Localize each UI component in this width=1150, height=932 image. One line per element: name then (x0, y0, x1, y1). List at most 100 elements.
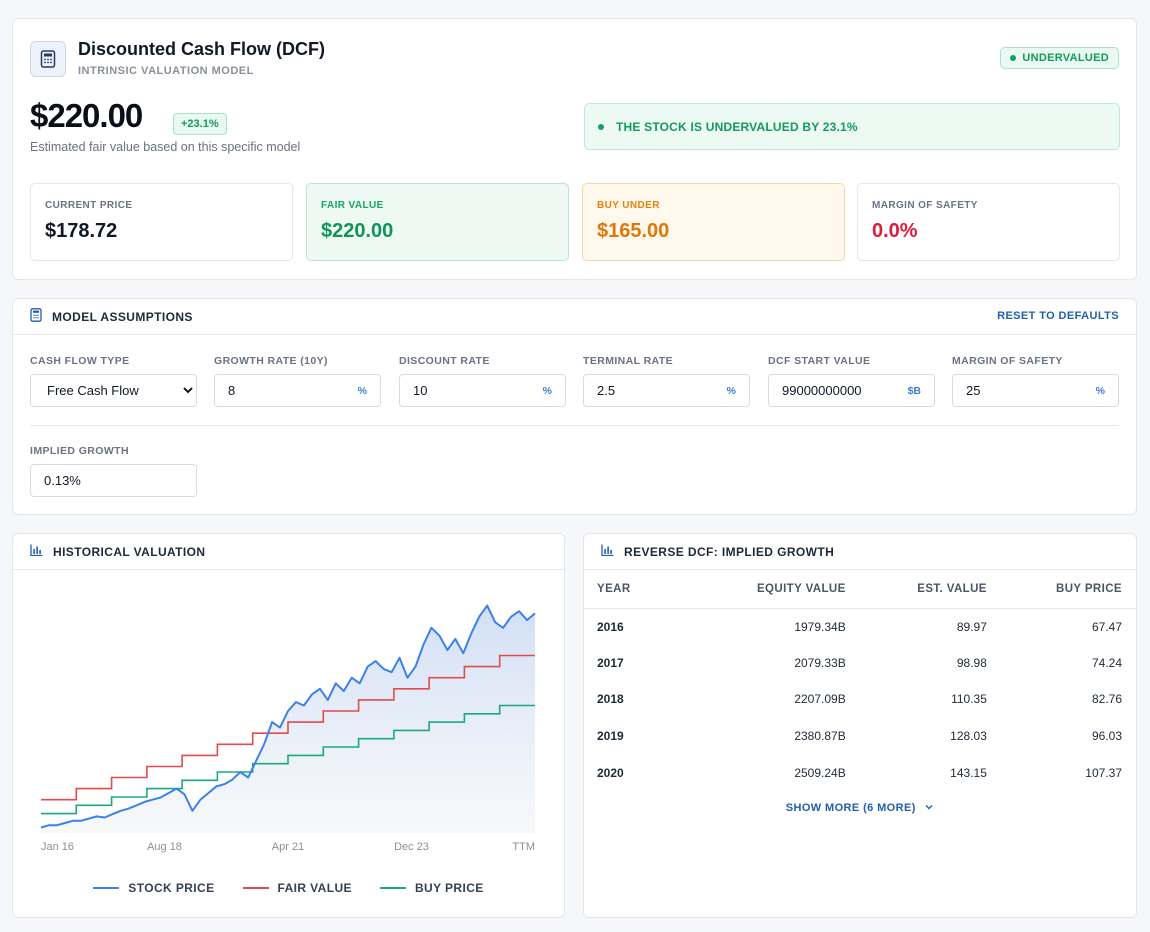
implied-growth-value: 0.13% (30, 464, 197, 497)
section-divider (30, 425, 1119, 426)
stock-price-area (41, 605, 535, 833)
table-cell: 2509.24B (794, 765, 846, 780)
table-row: 2019 2380.87B 128.03 96.03 (584, 718, 1136, 755)
metric-label: FAIR VALUE (321, 200, 384, 211)
reverse-dcf-title: REVERSE DCF: IMPLIED GROWTH (624, 544, 835, 559)
growth-rate-field: GROWTH RATE (10Y) % (214, 355, 381, 407)
reverse-dcf-header: REVERSE DCF: IMPLIED GROWTH (584, 534, 1136, 570)
verdict-text: THE STOCK IS UNDERVALUED BY 23.1% (616, 119, 858, 134)
change-badge: +23.1% (173, 113, 227, 135)
stock-price-series-line (40, 604, 536, 829)
x-tick-label: Aug 18 (147, 841, 182, 853)
legend-item-buy-price[interactable]: BUY PRICE (379, 881, 484, 895)
margin-of-safety-field: MARGIN OF SAFETY % (952, 355, 1119, 407)
column-header: YEAR (584, 571, 687, 609)
assumptions-title: MODEL ASSUMPTIONS (52, 309, 193, 324)
field-label: IMPLIED GROWTH (30, 445, 129, 457)
dcf-start-value-input[interactable] (782, 383, 902, 398)
status-badge: UNDERVALUED (1000, 47, 1119, 69)
page-title: Discounted Cash Flow (DCF) (78, 39, 325, 59)
field-label: DCF START VALUE (768, 355, 871, 367)
unit-label: % (542, 385, 552, 397)
assumptions-header: MODEL ASSUMPTIONS (13, 299, 1136, 335)
show-more-button[interactable]: SHOW MORE (6 MORE) (584, 802, 1136, 814)
metric-label: BUY UNDER (597, 200, 660, 211)
table-cell: 107.37 (1085, 765, 1122, 780)
metric-value: $178.72 (45, 220, 118, 242)
x-tick-label: Dec 23 (394, 841, 429, 853)
bar-chart-icon (601, 544, 614, 559)
calculator-icon (30, 41, 66, 77)
column-header: EQUITY VALUE (686, 571, 860, 609)
discount-rate-input[interactable] (413, 383, 533, 398)
historical-valuation-chart: Jan 16 Aug 18 Apr 21 Dec 23 TTM (40, 604, 536, 853)
unit-label: $B (907, 385, 921, 397)
legend-swatch (93, 887, 120, 889)
legend-label: BUY PRICE (414, 881, 484, 895)
status-badge-label: UNDERVALUED (1022, 52, 1109, 64)
metric-value: $220.00 (321, 220, 394, 242)
unit-label: % (357, 385, 367, 397)
metric-margin-of-safety: MARGIN OF SAFETY 0.0% (857, 183, 1120, 261)
show-more-label: SHOW MORE (6 MORE) (785, 802, 916, 814)
field-label: GROWTH RATE (10Y) (214, 355, 328, 367)
fair-value-headline: $220.00 (30, 97, 143, 134)
reset-defaults-button[interactable]: RESET TO DEFAULTS (997, 310, 1119, 322)
table-row: 2017 2079.33B 98.98 74.24 (584, 645, 1136, 682)
dot-icon (598, 123, 604, 130)
metric-buy-under: BUY UNDER $165.00 (582, 183, 845, 261)
table-cell: 2018 (597, 692, 624, 707)
legend-swatch (242, 887, 269, 889)
reverse-dcf-table: YEAR EQUITY VALUE EST. VALUE BUY PRICE 2… (584, 571, 1136, 791)
table-cell: 110.35 (951, 692, 987, 707)
legend-item-fair-value[interactable]: FAIR VALUE (242, 881, 352, 895)
metric-label: CURRENT PRICE (45, 200, 133, 211)
table-cell: 67.47 (1091, 619, 1122, 634)
column-header: EST. VALUE (859, 571, 1001, 609)
chart-legend: STOCK PRICE FAIR VALUE BUY PRICE (13, 881, 564, 895)
table-cell: 2020 (597, 765, 624, 780)
discount-rate-box: % (399, 374, 566, 407)
page-subtitle: INTRINSIC VALUATION MODEL (78, 65, 254, 77)
table-cell: 2079.33B (794, 655, 846, 670)
historical-title: HISTORICAL VALUATION (53, 544, 206, 559)
column-header: BUY PRICE (1000, 571, 1136, 609)
metric-label: MARGIN OF SAFETY (872, 200, 978, 211)
margin-of-safety-input[interactable] (966, 383, 1086, 398)
field-label: MARGIN OF SAFETY (952, 355, 1063, 367)
x-tick-label: Jan 16 (41, 841, 74, 853)
terminal-rate-input[interactable] (597, 383, 717, 398)
calculator-icon (30, 308, 42, 325)
table-cell: 2019 (597, 729, 624, 744)
chevron-down-icon (919, 802, 934, 814)
table-header-row: YEAR EQUITY VALUE EST. VALUE BUY PRICE (584, 571, 1136, 609)
table-row: 2016 1979.34B 89.97 67.47 (584, 608, 1136, 645)
growth-rate-box: % (214, 374, 381, 407)
table-cell: 128.03 (950, 729, 987, 744)
table-cell: 143.15 (950, 765, 987, 780)
fair-value-caption: Estimated fair value based on this speci… (30, 140, 301, 154)
metric-fair-value: FAIR VALUE $220.00 (306, 183, 569, 261)
growth-rate-input[interactable] (228, 383, 348, 398)
x-tick-label: TTM (512, 841, 535, 853)
x-tick-label: Apr 21 (272, 841, 304, 853)
unit-label: % (1095, 385, 1105, 397)
table-cell: 96.03 (1091, 729, 1122, 744)
table-cell: 89.97 (956, 619, 987, 634)
dcf-start-value-field: DCF START VALUE $B (768, 355, 935, 407)
dcf-start-value-box: $B (768, 374, 935, 407)
historical-valuation-card: HISTORICAL VALUATION Jan 16 Aug 18 Apr 21 D… (12, 533, 565, 918)
table-cell: 1979.34B (794, 619, 846, 634)
cash-flow-type-select[interactable]: Free Cash Flow (30, 374, 197, 407)
table-cell: 98.98 (956, 655, 987, 670)
legend-item-stock-price[interactable]: STOCK PRICE (93, 881, 214, 895)
table-cell: 74.24 (1091, 655, 1122, 670)
terminal-rate-box: % (583, 374, 750, 407)
metric-value: $165.00 (597, 220, 670, 242)
historical-header: HISTORICAL VALUATION (13, 534, 564, 570)
fair-value-series-line (41, 654, 535, 801)
discount-rate-field: DISCOUNT RATE % (399, 355, 566, 407)
metric-value: 0.0% (872, 220, 918, 242)
buy-price-series-line (41, 704, 535, 815)
unit-label: % (726, 385, 736, 397)
